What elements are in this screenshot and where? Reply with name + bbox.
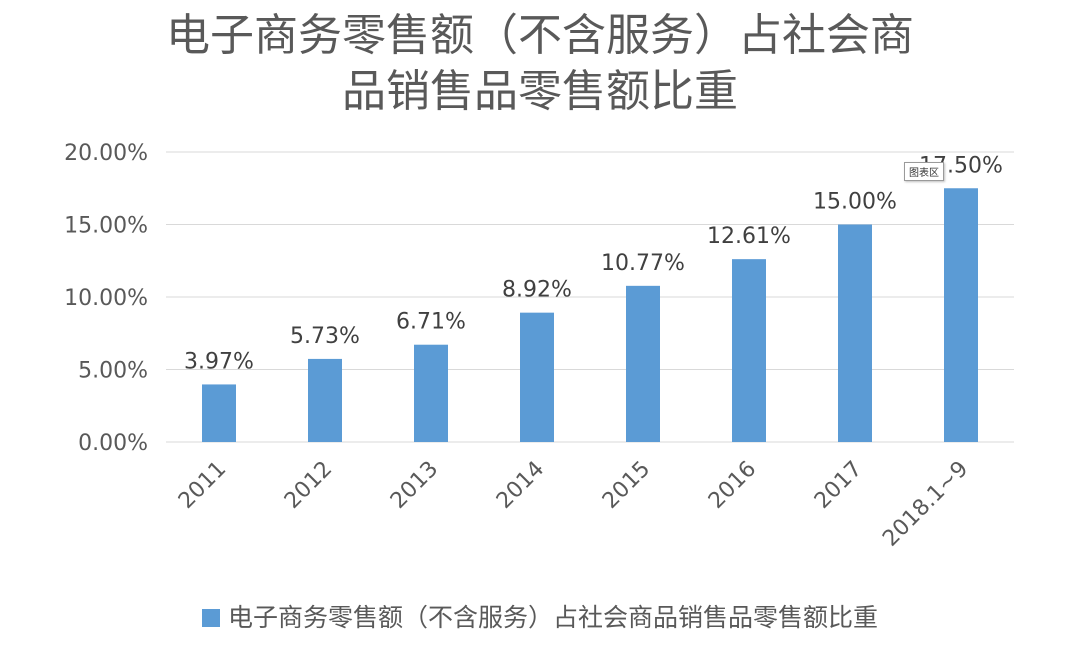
data-label: 5.73% [290,324,360,349]
bar[interactable] [308,358,342,442]
y-tick-label: 10.00% [64,286,148,311]
data-label: 6.71% [396,310,466,335]
y-tick-label: 15.00% [64,214,148,239]
x-tick-label: 2017 [810,457,867,514]
y-tick-label: 20.00% [64,141,148,166]
bar[interactable] [414,344,448,442]
legend: 电子商务零售额（不含服务）占社会商品销售品零售额比重 [0,598,1080,634]
bar[interactable] [520,312,554,442]
x-tick-label: 2011 [174,457,231,514]
bar[interactable] [732,259,766,442]
chart-title: 电子商务零售额（不含服务）占社会商 品销售品零售额比重 [0,8,1080,120]
y-tick-label: 5.00% [78,359,148,384]
x-tick-label: 2015 [598,457,655,514]
bar[interactable] [838,224,872,443]
bar[interactable] [626,285,660,442]
bar[interactable] [944,188,978,442]
data-label: 3.97% [184,349,254,374]
chart-area-tooltip: 图表区 [904,162,944,181]
chart-title-line2: 品销售品零售额比重 [342,66,738,117]
x-tick-label: 2013 [386,457,443,514]
data-label: 12.61% [707,224,791,249]
x-tick-label: 2014 [492,457,549,514]
x-tick-label: 2018.1~9 [878,457,973,552]
x-tick-label: 2012 [280,457,337,514]
chart-title-line1: 电子商务零售额（不含服务）占社会商 [166,10,914,61]
x-tick-label: 2016 [704,457,761,514]
legend-label: 电子商务零售额（不含服务）占社会商品销售品零售额比重 [227,603,878,632]
data-label: 10.77% [601,251,685,276]
bar[interactable] [202,384,236,442]
y-tick-label: 0.00% [78,431,148,456]
legend-swatch [201,609,220,627]
data-label: 8.92% [502,278,572,303]
data-label: 15.00% [813,190,897,215]
